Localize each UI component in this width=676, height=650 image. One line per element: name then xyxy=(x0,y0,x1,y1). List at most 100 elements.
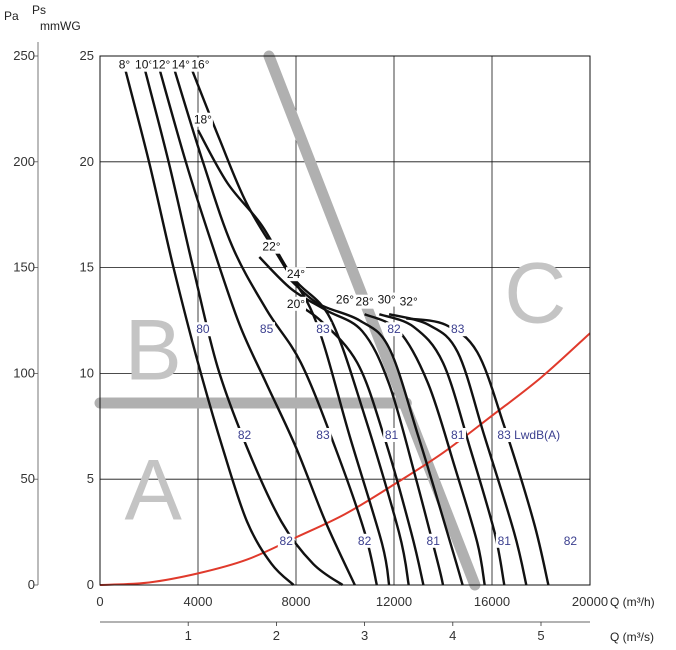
zone-label-c: C xyxy=(504,246,566,342)
lw-label-2: 83 xyxy=(316,322,330,336)
angle-label-2: 12° xyxy=(152,58,170,72)
angle-label-bg-3 xyxy=(170,57,191,72)
pa-tick-label-0: 0 xyxy=(28,577,35,592)
angle-label-1: 10° xyxy=(135,58,153,72)
lw-label-bg-2 xyxy=(314,322,332,337)
angle-label-4: 16° xyxy=(191,58,209,72)
angle-label-5: 18° xyxy=(194,113,212,127)
angle-label-bg-11 xyxy=(376,292,397,307)
blade-angle-labels: 8° 10°12° 14° 16° 18° 22° 24° 20° 26° 28° 30° 32° xyxy=(114,57,419,311)
lw-label-bg-9 xyxy=(494,427,563,442)
angle-label-10: 28° xyxy=(356,295,374,309)
fan-curves xyxy=(123,66,550,586)
lw-label-bg-4 xyxy=(449,322,467,337)
angle-label-bg-0 xyxy=(114,57,135,72)
lw-label-14: 82 xyxy=(564,534,578,548)
zone-label-a: A xyxy=(125,442,183,538)
pa-tick-label-4: 200 xyxy=(13,154,35,169)
x-tick-label-4: 16000 xyxy=(474,594,510,609)
zone-boundary-1 xyxy=(263,50,481,591)
ps-axis-label: Ps xyxy=(32,3,46,17)
q-m3s-tick-label-4: 5 xyxy=(537,628,544,643)
q-m3s-tick-label-3: 4 xyxy=(449,628,456,643)
pa-axis-label: Pa xyxy=(4,9,19,23)
angle-label-bg-10 xyxy=(354,294,375,309)
fan-curve-8deg xyxy=(123,66,295,586)
y-tick-label-3: 15 xyxy=(80,260,94,275)
angle-label-bg-2 xyxy=(151,57,172,72)
fan-curve-28deg xyxy=(378,313,506,586)
zone-label-b: B xyxy=(125,303,182,399)
q-m3s-tick-label-0: 1 xyxy=(185,628,192,643)
fan-curve-12deg xyxy=(157,66,356,586)
y-tick-label-0: 0 xyxy=(87,577,94,592)
fan-curve-22deg xyxy=(258,256,445,586)
lw-label-6: 83 xyxy=(316,428,330,442)
lw-label-bg-5 xyxy=(236,427,253,442)
pa-tick-label-3: 150 xyxy=(13,260,35,275)
fan-curve-20deg xyxy=(287,298,425,586)
lw-label-13: 81 xyxy=(498,534,512,548)
angle-label-7: 24° xyxy=(287,267,305,281)
fan-curve-18deg xyxy=(196,129,410,586)
mmwg-axis-label: mmWG xyxy=(40,19,81,33)
lw-label-10: 82 xyxy=(280,534,294,548)
sound-power-labels: 80 85 83 82 83 82 83 81 81 83 LwdB(A) 82 82 81 81 82 xyxy=(194,322,579,548)
lw-label-bg-6 xyxy=(314,427,332,442)
lw-label-bg-11 xyxy=(356,533,373,548)
pa-tick-label-5: 250 xyxy=(13,48,35,63)
lw-label-9: 83 LwdB(A) xyxy=(497,428,560,442)
axes: Pa Ps mmWG Q (m³/h) Q (m³/s) 05101520250… xyxy=(4,3,655,644)
q-m3s-tick-label-2: 3 xyxy=(361,628,368,643)
lw-label-bg-8 xyxy=(449,427,467,442)
lw-label-4: 83 xyxy=(451,322,465,336)
y-tick-label-5: 25 xyxy=(80,48,94,63)
angle-label-9: 26° xyxy=(336,293,354,307)
angle-label-6: 22° xyxy=(262,240,280,254)
q-m3s-tick-label-1: 2 xyxy=(273,628,280,643)
x-tick-label-0: 0 xyxy=(96,594,103,609)
zone-boundaries xyxy=(94,50,481,591)
fan-curve-24deg xyxy=(287,277,464,586)
fan-curve-14deg xyxy=(172,66,378,586)
fan-curve-30deg xyxy=(388,313,528,586)
lw-label-0: 80 xyxy=(196,322,210,336)
lw-label-1: 85 xyxy=(260,322,274,336)
lw-label-bg-12 xyxy=(424,533,442,548)
angle-label-11: 30° xyxy=(378,293,396,307)
fan-curve-32deg xyxy=(406,317,550,586)
pa-tick-label-2: 100 xyxy=(13,365,35,380)
x-tick-label-1: 4000 xyxy=(184,594,213,609)
x-tick-label-2: 8000 xyxy=(282,594,311,609)
q-m3s-axis-label: Q (m³/s) xyxy=(610,630,654,644)
system-curve-layer xyxy=(99,332,591,586)
fan-curve-16deg xyxy=(189,66,391,586)
angle-label-0: 8° xyxy=(119,58,131,72)
lw-label-3: 82 xyxy=(387,322,401,336)
pa-tick-label-1: 50 xyxy=(21,471,35,486)
lw-label-bg-3 xyxy=(385,322,403,337)
x-tick-label-3: 12000 xyxy=(376,594,412,609)
fan-curve-10deg xyxy=(142,66,344,586)
lw-label-12: 81 xyxy=(427,534,441,548)
lw-label-7: 81 xyxy=(385,428,399,442)
angle-label-bg-12 xyxy=(398,294,419,309)
system-curve xyxy=(99,332,591,586)
zone-labels: AB C xyxy=(125,246,567,539)
lw-label-bg-1 xyxy=(258,322,275,337)
angle-label-bg-9 xyxy=(335,292,355,307)
lw-label-bg-7 xyxy=(383,427,400,442)
lw-label-bg-13 xyxy=(495,533,513,548)
y-tick-label-2: 10 xyxy=(80,365,94,380)
lw-label-bg-0 xyxy=(194,322,212,337)
y-tick-label-4: 20 xyxy=(80,154,94,169)
lw-label-11: 82 xyxy=(358,534,372,548)
angle-label-bg-1 xyxy=(134,57,155,72)
lw-label-bg-10 xyxy=(277,533,295,548)
x-tick-label-5: 20000 xyxy=(572,594,608,609)
angle-label-8: 20° xyxy=(287,297,305,311)
plot-frame xyxy=(99,55,591,586)
angle-label-bg-5 xyxy=(192,112,213,127)
q-m3h-axis-label: Q (m³/h) xyxy=(610,595,655,609)
